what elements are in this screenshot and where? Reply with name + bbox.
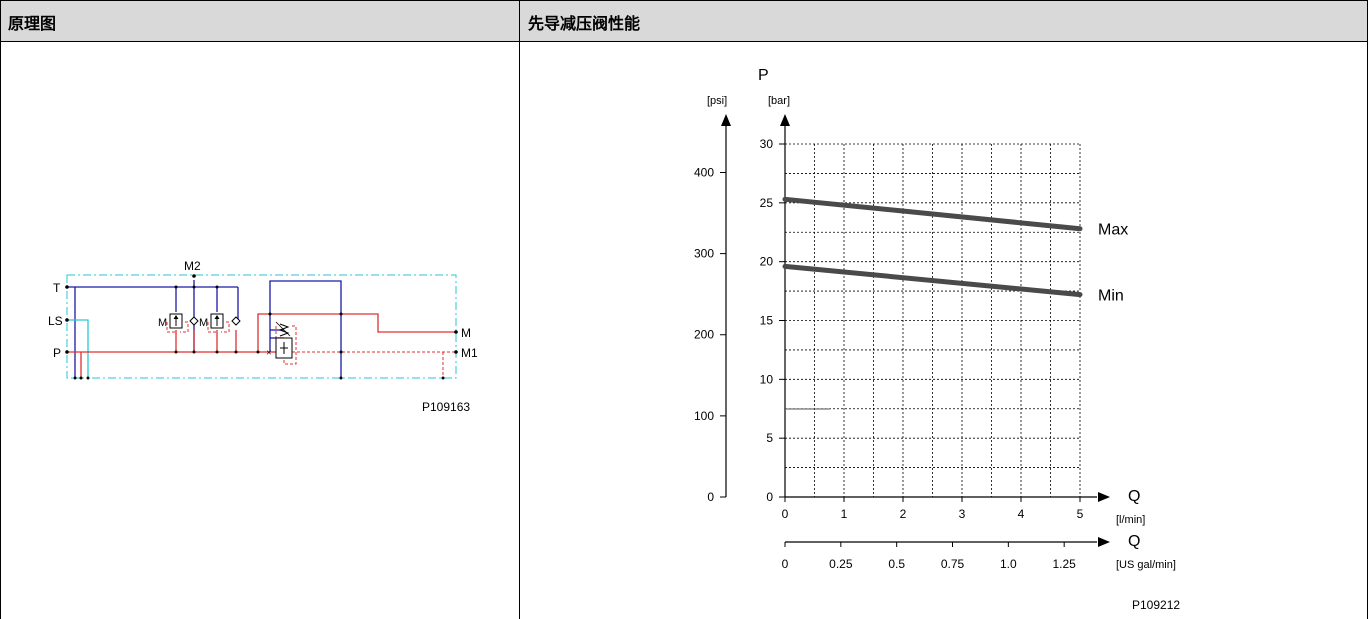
port-dots	[65, 274, 458, 380]
pilot-lines	[166, 321, 456, 378]
bar-tick-label: 15	[760, 314, 774, 328]
lmin-tick-label: 0	[782, 507, 789, 521]
table-top-border	[0, 0, 1368, 1]
x2-axis-label: Q	[1128, 533, 1140, 550]
x-axis-unit-lmin: [l/min]	[1116, 514, 1145, 526]
svg-text:✕: ✕	[266, 350, 272, 357]
port-M2-label: M2	[184, 259, 201, 273]
bar-axis-arrow	[780, 114, 790, 126]
psi-tick-label: 100	[694, 409, 714, 423]
gal-tick-label: 0.75	[941, 557, 965, 571]
chart-series: Max Min	[782, 196, 1128, 305]
table-header-row	[0, 0, 1368, 41]
lmin-tick-label: 1	[841, 507, 848, 521]
valve-1-label: M	[158, 317, 167, 329]
series-label-max: Max	[1098, 222, 1128, 239]
series-label-min: Min	[1098, 288, 1124, 305]
lmin-tick-label: 5	[1077, 507, 1084, 521]
port-P-label: P	[53, 346, 61, 360]
bar-tick-label: 20	[760, 255, 774, 269]
bar-tick-label: 25	[760, 196, 774, 210]
y-axis-unit-psi: [psi]	[707, 95, 727, 107]
psi-axis-arrow	[721, 114, 731, 126]
x-axis-arrow	[1098, 492, 1110, 502]
header-performance-title: 先导减压阀性能	[528, 14, 641, 33]
y-axis-label: P	[758, 67, 769, 84]
y-axis-unit-bar: [bar]	[768, 95, 790, 107]
relief-valve-2: M	[199, 313, 241, 329]
gal-tick-label: 1.25	[1052, 557, 1076, 571]
bar-tick-label: 30	[760, 137, 774, 151]
schematic-drawing-id: P109163	[422, 400, 470, 414]
lmin-tick-label: 3	[959, 507, 966, 521]
bar-tick-label: 5	[766, 431, 773, 445]
port-M-label: M	[461, 326, 471, 340]
hydraulic-schematic: M M ✕	[48, 259, 478, 414]
port-LS-label: LS	[48, 314, 63, 328]
gal-tick-label: 1.0	[1000, 557, 1017, 571]
port-T-label: T	[53, 281, 61, 295]
lmin-tick-label: 2	[900, 507, 907, 521]
schematic-frame	[66, 274, 457, 379]
pressure-lines	[67, 313, 456, 378]
series-line-max	[782, 196, 1083, 232]
header-bottom-border	[0, 41, 1368, 42]
lmin-tick-label: 4	[1018, 507, 1025, 521]
bar-tick-label: 10	[760, 372, 774, 386]
relief-valve-1: M	[158, 313, 199, 329]
psi-tick-label: 300	[694, 247, 714, 261]
chart-drawing-id: P109212	[1132, 598, 1180, 612]
gal-tick-label: 0.25	[829, 557, 853, 571]
series-line-min	[782, 263, 1083, 298]
x-axis-label: Q	[1128, 488, 1140, 505]
psi-tick-label: 200	[694, 328, 714, 342]
tank-lines	[67, 280, 342, 378]
valve-2-label: M	[199, 317, 208, 329]
psi-tick-label: 400	[694, 165, 714, 179]
header-schematic-title: 原理图	[8, 14, 57, 33]
psi-tick-label: 0	[707, 490, 714, 504]
gal-tick-label: 0.5	[888, 557, 905, 571]
reducing-valve: ✕	[266, 321, 293, 359]
port-M1-label: M1	[461, 346, 478, 360]
x2-axis-arrow	[1098, 537, 1110, 547]
ls-line	[67, 319, 89, 378]
gal-tick-label: 0	[782, 557, 789, 571]
bar-tick-label: 0	[766, 490, 773, 504]
chart-grid	[785, 143, 1081, 497]
x2-axis-unit: [US gal/min]	[1116, 559, 1176, 571]
chart-axes	[721, 114, 1110, 547]
column-divider	[519, 0, 520, 619]
table-left-border	[0, 0, 1, 619]
